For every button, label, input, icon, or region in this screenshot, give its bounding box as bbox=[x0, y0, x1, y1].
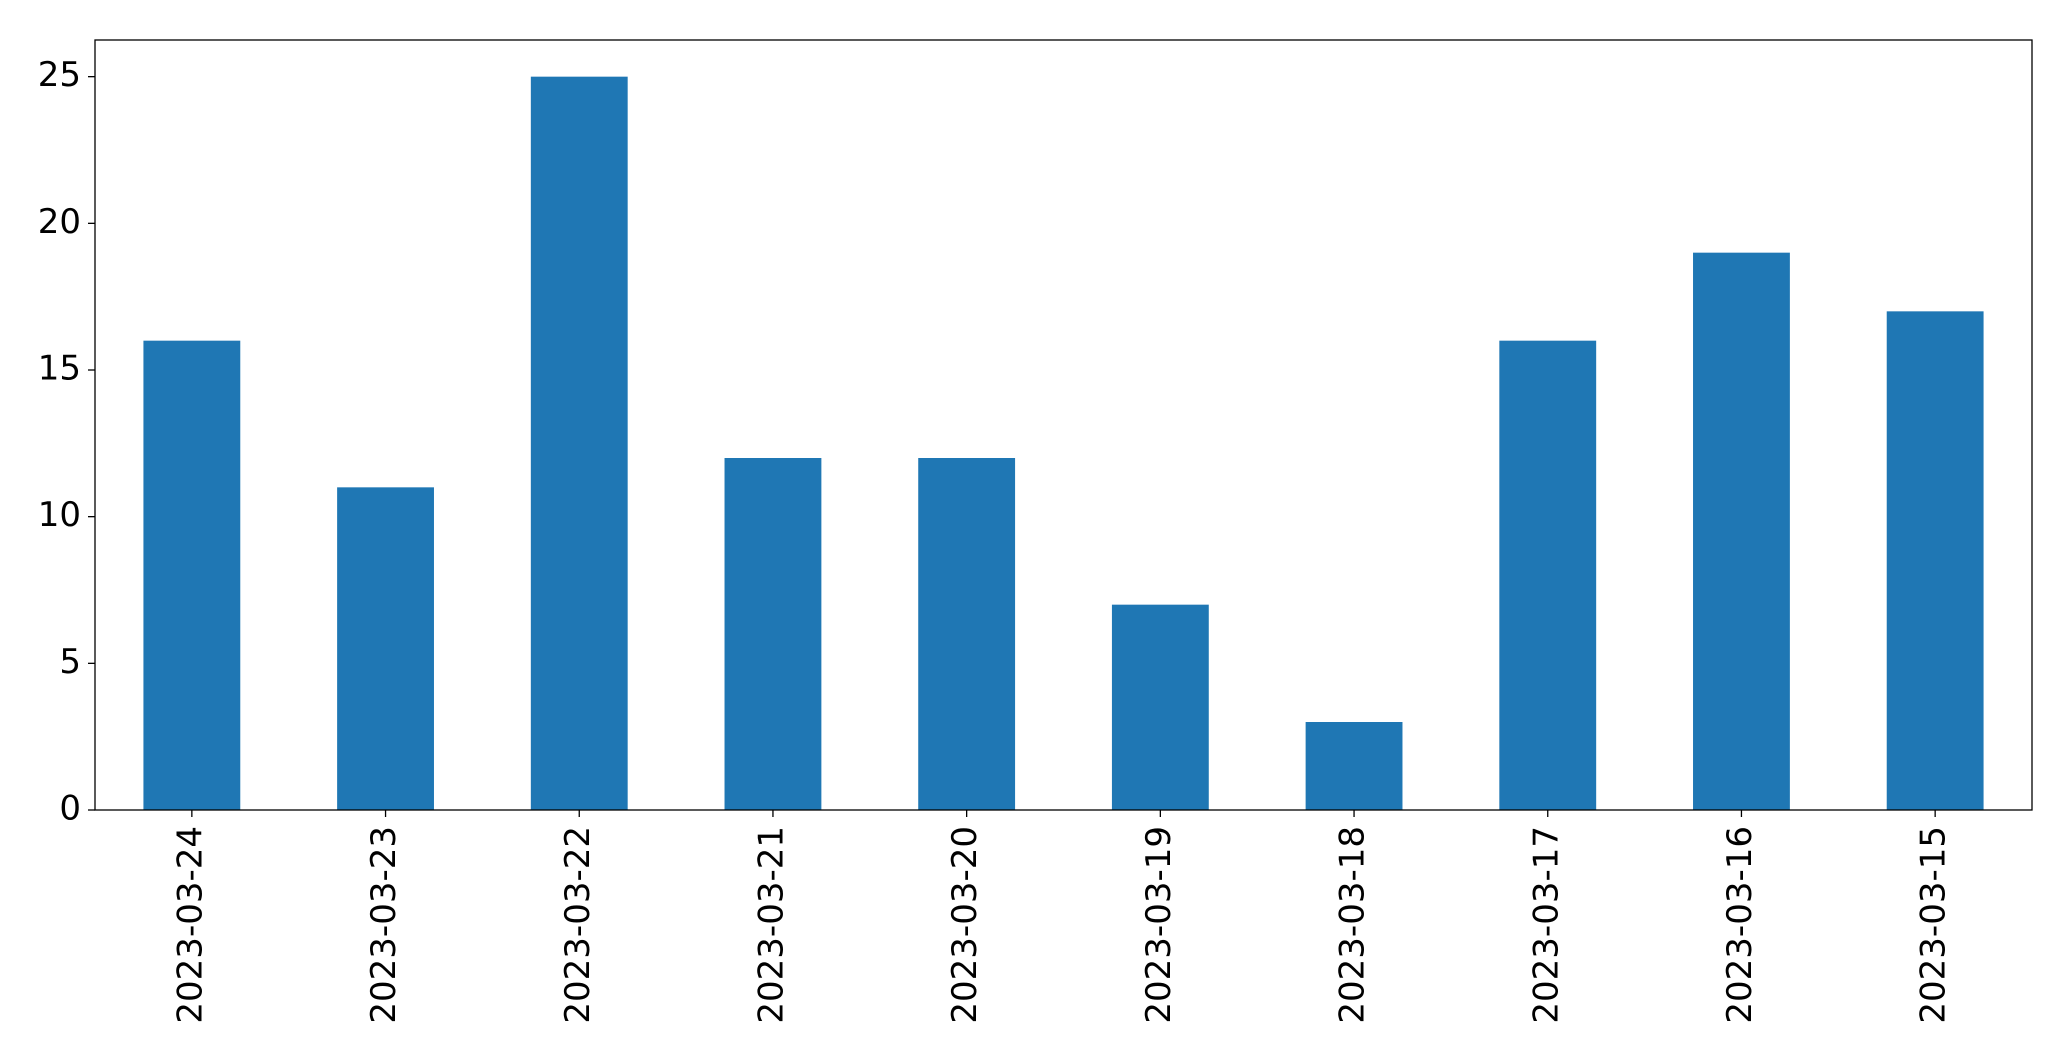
bar bbox=[724, 458, 822, 810]
bar bbox=[1693, 252, 1790, 810]
bar bbox=[337, 487, 434, 810]
x-tick-label: 2023-03-17 bbox=[1526, 826, 1566, 1024]
x-tick-label: 2023-03-23 bbox=[364, 826, 404, 1024]
bar bbox=[918, 458, 1016, 810]
bar bbox=[1886, 311, 1984, 810]
x-tick-label: 2023-03-19 bbox=[1139, 826, 1179, 1024]
x-tick-label: 2023-03-15 bbox=[1914, 826, 1954, 1024]
bar bbox=[1305, 722, 1403, 810]
bar bbox=[1499, 340, 1597, 810]
x-tick-label: 2023-03-24 bbox=[170, 826, 210, 1024]
y-tick-label: 10 bbox=[38, 495, 81, 535]
plot-frame bbox=[94, 39, 2033, 811]
x-tick-label: 2023-03-16 bbox=[1720, 826, 1760, 1024]
y-tick-label: 20 bbox=[38, 202, 81, 242]
x-tick-label: 2023-03-21 bbox=[751, 826, 791, 1024]
bar bbox=[530, 76, 628, 810]
bar bbox=[1111, 604, 1209, 810]
y-tick-label: 0 bbox=[59, 789, 81, 829]
y-tick-label: 5 bbox=[59, 642, 81, 682]
x-tick-label: 2023-03-22 bbox=[558, 826, 598, 1024]
y-tick-label: 15 bbox=[38, 349, 81, 389]
bar bbox=[143, 340, 241, 810]
y-tick-label: 25 bbox=[38, 55, 81, 95]
x-tick-label: 2023-03-18 bbox=[1333, 826, 1373, 1024]
x-tick-label: 2023-03-20 bbox=[945, 826, 985, 1024]
